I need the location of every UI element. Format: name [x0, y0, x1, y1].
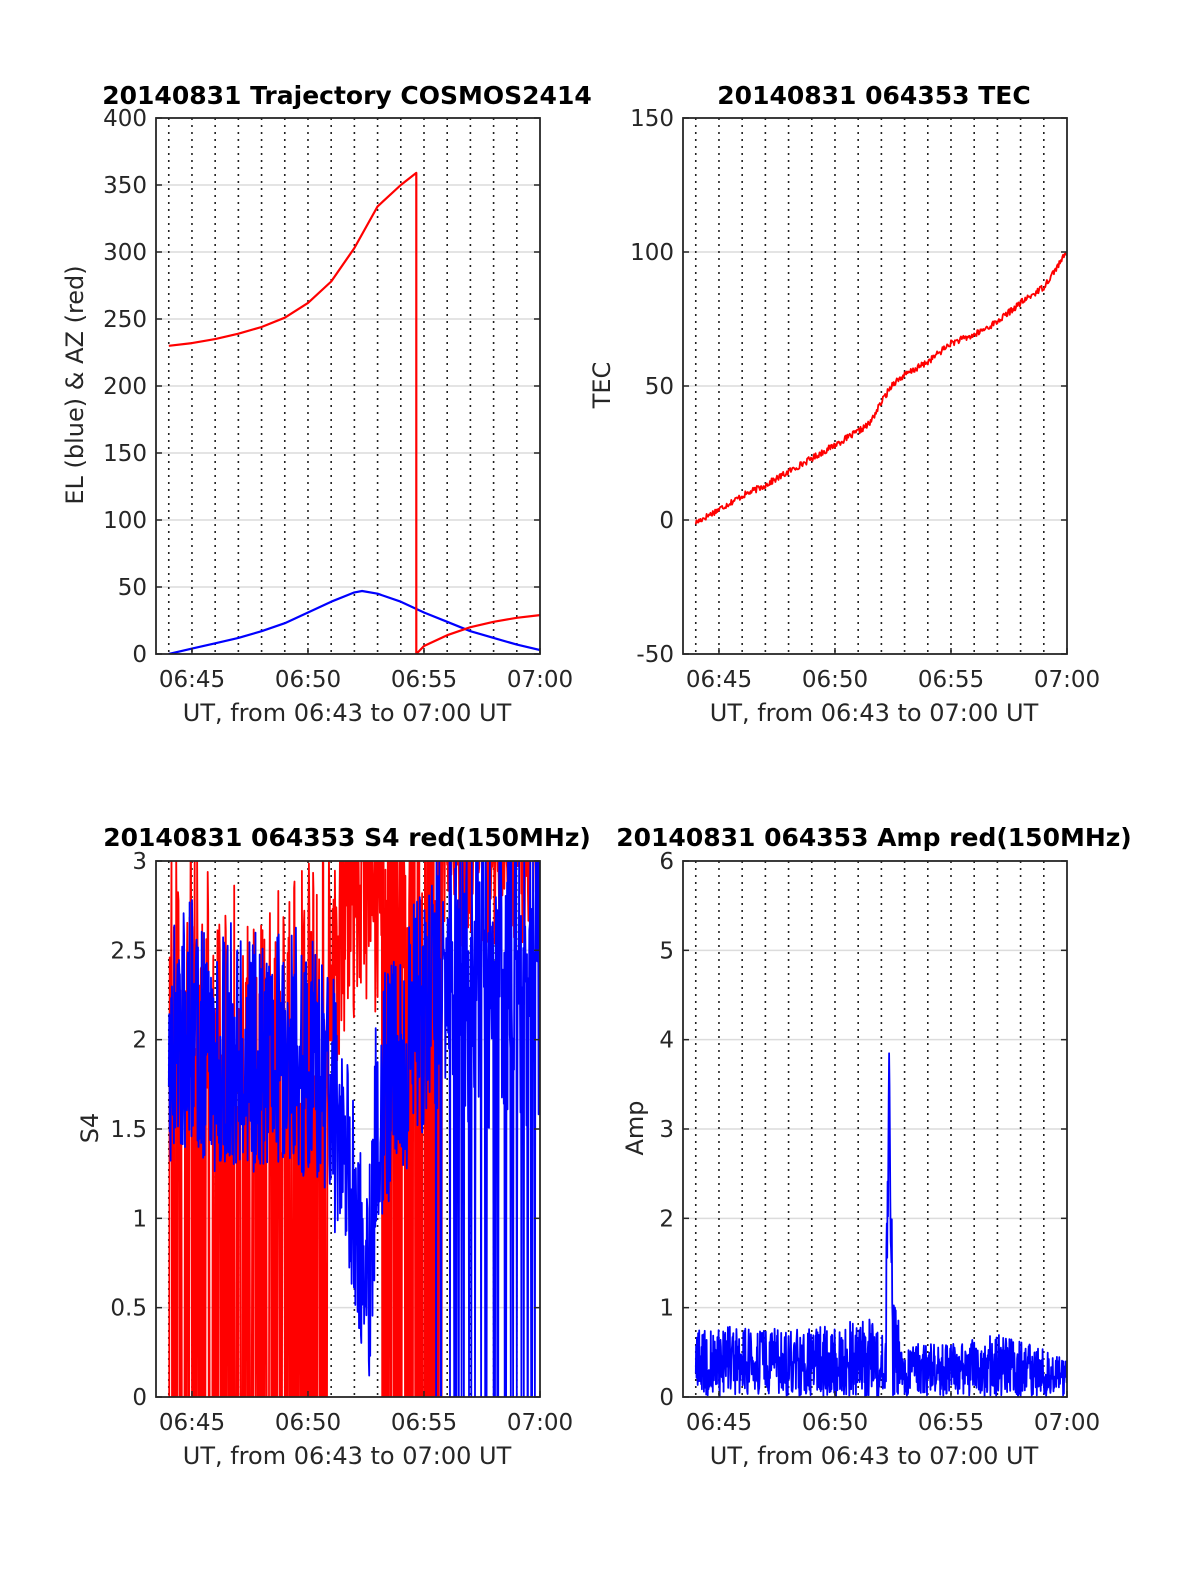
- amp-x-tick-label: 06:50: [802, 1410, 868, 1436]
- trajectory-y-tick-label: 0: [132, 642, 147, 668]
- trajectory-y-tick-label: 150: [103, 441, 147, 467]
- amp-x-axis-label: UT, from 06:43 to 07:00 UT: [710, 1442, 1039, 1470]
- amp-x-tick-label: 07:00: [1034, 1410, 1100, 1436]
- amp-series-group: [694, 1052, 1067, 1397]
- amp-title: 20140831 064353 Amp red(150MHz): [616, 823, 1132, 852]
- s4-title: 20140831 064353 S4 red(150MHz): [103, 823, 591, 852]
- trajectory-y-tick-label: 200: [103, 374, 147, 400]
- trajectory-x-tick-label: 07:00: [507, 667, 573, 693]
- tec-y-tick-label: 100: [630, 240, 674, 266]
- s4-y-tick-label: 2: [132, 1028, 147, 1054]
- amp-y-tick-label: 6: [659, 849, 674, 875]
- amp-x-tick-label: 06:45: [686, 1410, 752, 1436]
- trajectory-y-tick-label: 350: [103, 173, 147, 199]
- s4-x-tick-label: 07:00: [507, 1410, 573, 1436]
- tec-y-axis-label: TEC: [588, 362, 616, 410]
- s4-s4_red-line: [168, 861, 540, 1397]
- tec-x-tick-label: 06:55: [918, 667, 984, 693]
- trajectory-panel: 0 50 100 150 200 250 300 350 400 06:45 06:50 06:55 0…: [61, 81, 592, 727]
- trajectory-series-group: [168, 171, 540, 654]
- amp-y-tick-label: 4: [659, 1028, 674, 1054]
- amp-amp_blue-line: [694, 1052, 1067, 1397]
- s4-series-group: [167, 861, 540, 1397]
- trajectory-x-axis-label: UT, from 06:43 to 07:00 UT: [183, 699, 512, 727]
- s4-s4_blue-line: [167, 861, 540, 1397]
- tec-y-tick-label: -50: [636, 642, 674, 668]
- trajectory-y-axis-label: EL (blue) & AZ (red): [61, 265, 89, 504]
- s4-panel: 0 0.5 1 1.5 2 2.5 3 06:45 06:50 06:55 07:00 201408…: [76, 823, 591, 1470]
- trajectory-y-tick-label: 250: [103, 307, 147, 333]
- s4-x-tick-label: 06:50: [275, 1410, 341, 1436]
- trajectory-y-tick-label: 100: [103, 508, 147, 534]
- trajectory-title: 20140831 Trajectory COSMOS2414: [102, 81, 592, 110]
- amp-y-tick-label: 1: [659, 1296, 674, 1322]
- s4-y-tick-label: 1: [132, 1206, 147, 1232]
- tec-x-tick-label: 07:00: [1034, 667, 1100, 693]
- tec-plot-area: -50 0 50 100 150 06:45 06:50 06:55 07:00: [630, 106, 1100, 693]
- trajectory-y-tick-label: 300: [103, 240, 147, 266]
- s4-x-tick-label: 06:45: [159, 1410, 225, 1436]
- s4-y-tick-label: 1.5: [110, 1117, 147, 1143]
- amp-x-tick-label: 06:55: [918, 1410, 984, 1436]
- tec-tec-line: [694, 251, 1067, 525]
- amp-y-tick-label: 3: [659, 1117, 674, 1143]
- tec-x-axis-label: UT, from 06:43 to 07:00 UT: [710, 699, 1039, 727]
- amp-y-tick-label: 5: [659, 938, 674, 964]
- trajectory-az-line: [168, 171, 540, 654]
- s4-x-axis-label: UT, from 06:43 to 07:00 UT: [183, 1442, 512, 1470]
- tec-y-tick-label: 150: [630, 106, 674, 132]
- amp-panel: 0 1 2 3 4 5 6 06:45 06:50 06:55 07:00 20140831 064…: [616, 823, 1132, 1470]
- tec-y-tick-label: 0: [659, 508, 674, 534]
- s4-y-tick-label: 0: [132, 1385, 147, 1411]
- s4-plot-area: 0 0.5 1 1.5 2 2.5 3 06:45 06:50 06:55 07:00: [110, 849, 573, 1436]
- amp-y-tick-label: 0: [659, 1385, 674, 1411]
- amp-y-axis-label: Amp: [621, 1100, 649, 1155]
- trajectory-el-line: [168, 589, 540, 654]
- trajectory-y-tick-label: 50: [118, 575, 147, 601]
- tec-title: 20140831 064353 TEC: [717, 81, 1030, 110]
- tec-series-group: [694, 251, 1067, 525]
- s4-y-axis-label: S4: [76, 1113, 104, 1144]
- tec-y-tick-label: 50: [645, 374, 674, 400]
- s4-y-tick-label: 0.5: [110, 1296, 147, 1322]
- trajectory-y-tick-label: 400: [103, 106, 147, 132]
- s4-y-tick-label: 3: [132, 849, 147, 875]
- trajectory-x-tick-label: 06:50: [275, 667, 341, 693]
- amp-y-tick-label: 2: [659, 1206, 674, 1232]
- trajectory-plot-area: 0 50 100 150 200 250 300 350 400 06:45 06:50 06:55 0…: [103, 106, 573, 693]
- tec-x-tick-label: 06:45: [686, 667, 752, 693]
- tec-x-tick-label: 06:50: [802, 667, 868, 693]
- tec-panel: -50 0 50 100 150 06:45 06:50 06:55 07:00 2014083…: [588, 81, 1100, 727]
- trajectory-x-tick-label: 06:45: [159, 667, 225, 693]
- s4-y-tick-label: 2.5: [110, 938, 147, 964]
- s4-x-tick-label: 06:55: [391, 1410, 457, 1436]
- amp-plot-area: 0 1 2 3 4 5 6 06:45 06:50 06:55 07:00: [659, 849, 1100, 1436]
- trajectory-x-tick-label: 06:55: [391, 667, 457, 693]
